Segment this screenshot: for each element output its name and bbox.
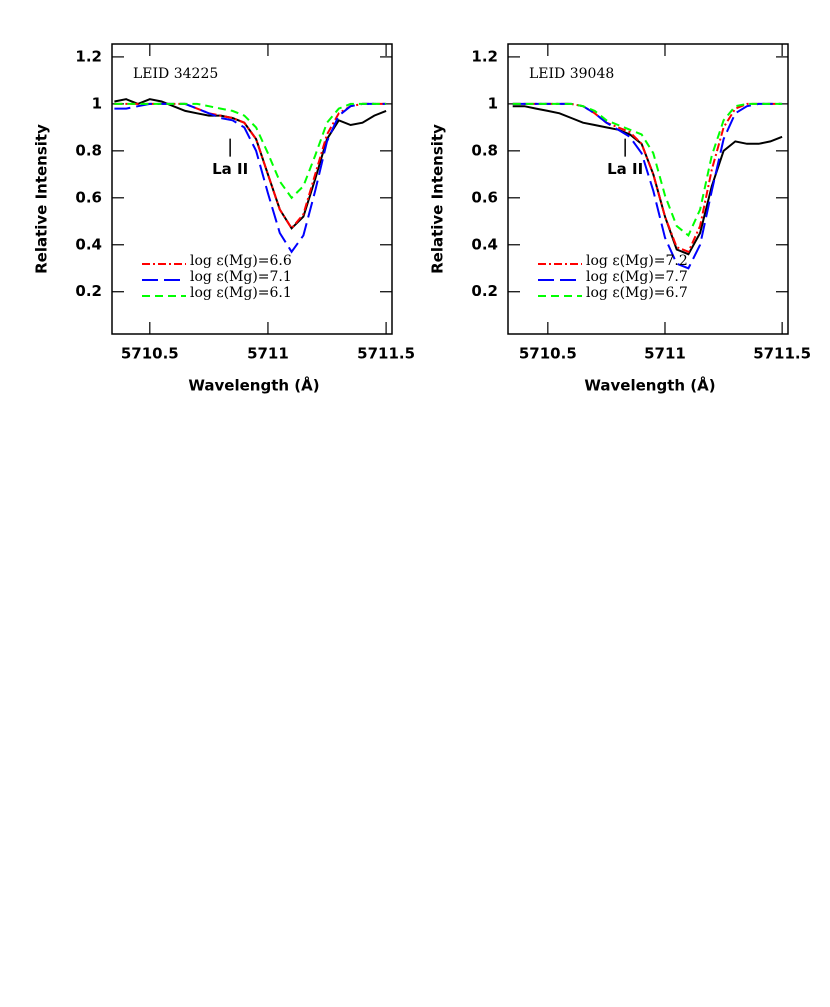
- panel: 5710.5 5711 5711.5 0.2 0.4 0.6 0.8 1 1.2 Waveleng…: [429, 43, 811, 395]
- y-tick-label: 0.2: [471, 282, 498, 300]
- spectrum-line: [512, 102, 783, 254]
- y-tick-label: 1.2: [471, 47, 498, 65]
- annotation: La II: [212, 160, 248, 178]
- y-tick-label: 0.8: [471, 141, 498, 159]
- spectrum-line: [114, 102, 387, 200]
- y-axis-label: Relative Intensity: [33, 124, 51, 274]
- y-axis-label: Relative Intensity: [429, 124, 447, 274]
- y-tick-label: 0.8: [75, 141, 102, 159]
- x-tick-label: 5710.5: [519, 345, 577, 363]
- spectrum-line: [512, 102, 783, 270]
- y-tick-label: 0.4: [75, 235, 102, 253]
- x-tick-label: 5711.5: [357, 345, 415, 363]
- x-tick-label: 5710.5: [121, 345, 179, 363]
- y-tick-label: 0.4: [471, 235, 498, 253]
- spectrum-line: [114, 102, 387, 254]
- annotation: La II: [607, 160, 643, 178]
- x-tick-label: 5711: [247, 345, 289, 363]
- panel: 5710.5 5711 5711.5 0.2 0.4 0.6 0.8 1 1.2 Waveleng…: [33, 43, 415, 395]
- y-tick-label: 1: [488, 94, 498, 112]
- y-tick-label: 0.6: [75, 188, 102, 206]
- legend-label: log ε(Mg)=7.7: [586, 269, 688, 285]
- y-tick-label: 1.2: [75, 47, 102, 65]
- plot-frame: [111, 43, 393, 335]
- y-tick-label: 0.2: [75, 282, 102, 300]
- spectrum-line: [114, 98, 387, 230]
- legend-label: log ε(Mg)=6.1: [190, 285, 292, 301]
- legend-label: log ε(Mg)=6.6: [190, 253, 292, 269]
- y-tick-label: 1: [92, 94, 102, 112]
- plot-frame: [507, 43, 789, 335]
- x-tick-label: 5711.5: [753, 345, 811, 363]
- legend-label: log ε(Mg)=7.1: [190, 269, 292, 285]
- legend-label: log ε(Mg)=6.7: [586, 285, 688, 301]
- spectrum-line: [512, 102, 783, 237]
- spectrum-line: [512, 105, 783, 256]
- x-tick-label: 5711: [644, 345, 686, 363]
- y-tick-label: 0.6: [471, 188, 498, 206]
- panel-label: LEID 34225: [133, 66, 218, 82]
- legend-label: log ε(Mg)=7.2: [586, 253, 688, 269]
- x-axis-label: Wavelength (Å): [188, 376, 319, 395]
- x-axis-label: Wavelength (Å): [584, 376, 715, 395]
- panel-label: LEID 39048: [529, 66, 614, 82]
